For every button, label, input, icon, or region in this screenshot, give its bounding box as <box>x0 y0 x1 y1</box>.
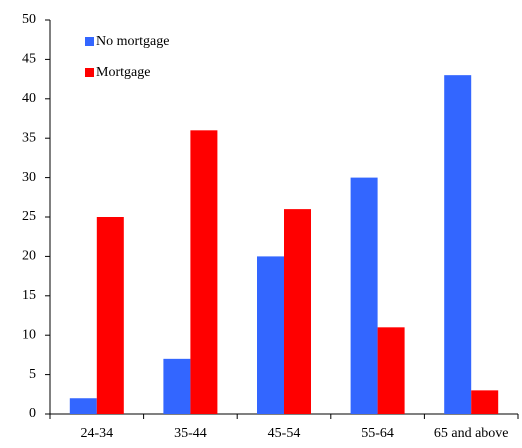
bar <box>284 209 311 414</box>
y-tick-label: 20 <box>22 249 36 264</box>
y-tick-label: 25 <box>22 209 36 224</box>
x-tick-label: 55-64 <box>361 426 394 441</box>
bar <box>471 390 499 414</box>
x-tick-label: 65 and above <box>434 426 509 441</box>
y-tick-label: 5 <box>29 367 36 382</box>
y-tick-label: 30 <box>22 170 36 185</box>
bar <box>96 217 124 414</box>
legend-label: Mortgage <box>96 65 150 80</box>
bar <box>163 358 191 414</box>
bar <box>444 75 472 414</box>
legend-label: No mortgage <box>96 34 169 49</box>
bar <box>190 130 218 414</box>
y-tick-label: 10 <box>22 327 36 342</box>
legend-swatch <box>85 37 94 46</box>
bar <box>257 256 284 414</box>
legend-swatch <box>85 68 94 77</box>
x-tick-label: 35-44 <box>174 426 207 441</box>
x-tick-label: 24-34 <box>80 426 113 441</box>
bar <box>377 327 405 414</box>
y-tick-label: 40 <box>22 91 36 106</box>
bar <box>350 177 378 414</box>
x-tick-label: 45-54 <box>268 426 301 441</box>
y-tick-label: 0 <box>29 406 36 421</box>
bar <box>69 398 97 414</box>
y-tick-label: 50 <box>22 12 36 27</box>
y-tick-label: 45 <box>22 52 36 67</box>
y-tick-label: 35 <box>22 130 36 145</box>
y-tick-label: 15 <box>22 288 36 303</box>
